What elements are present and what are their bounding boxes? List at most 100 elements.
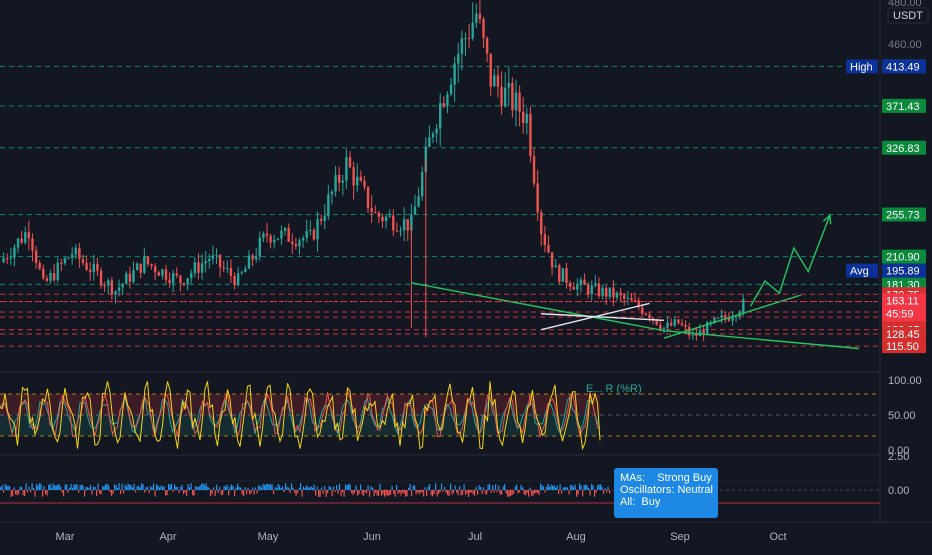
rating-bar [58,484,60,490]
candle-body [143,256,146,273]
candle-body [24,232,27,243]
candle-body [114,291,117,295]
rating-bar [576,490,578,497]
price-level-tag-text: 210.90 [886,252,920,264]
rating-bar [231,484,233,490]
rating-bar [19,486,21,490]
rating-bar [463,484,465,490]
rating-bar [73,484,75,490]
candle-body [117,287,121,292]
rating-bar [310,486,312,490]
candle-body [648,314,651,318]
candle-body [536,183,539,213]
rating-bar [457,490,459,496]
candle-body [561,268,565,282]
rating-bar [268,484,270,490]
rating-bar [60,486,62,490]
drawing-line [541,313,664,322]
rating-bar [490,490,492,493]
badge-value: 195.89 [886,266,920,278]
rating-bar [4,483,6,490]
rating-bar [111,490,113,497]
rating-bar [88,487,90,490]
rating-bar [204,484,206,490]
rating-bar [271,484,273,490]
candle-body [9,257,13,259]
rating-bar [193,490,195,496]
rating-bar [237,483,239,490]
rating-bar [318,490,320,497]
rating-bar [12,490,14,497]
rating-bar [427,486,429,490]
rating-bar [394,490,396,497]
rating-bar [373,490,375,496]
rating-bar [502,486,504,490]
rating-bar [87,487,89,490]
rating-bar [186,490,188,496]
badge-high: High 413.49 [846,59,926,74]
candle-body [370,208,373,213]
rating-bar [81,484,83,490]
price-level-tag: 128.45 [882,326,926,341]
oscillator-line-teal [0,394,601,435]
price-level-tag-text: 115.50 [886,341,919,353]
rating-bar [16,490,18,496]
rating-bar [39,483,41,490]
rating-bar [226,484,228,490]
rating-bar [493,490,495,493]
candle-body [410,214,413,231]
rating-bar [229,486,231,490]
rating-bar [106,483,108,490]
candle-body [514,92,518,111]
rating-bar [414,485,416,490]
rating-bar [525,490,527,496]
rating-bar [102,486,104,490]
candle-body [644,313,648,315]
rating-bar [136,486,138,490]
time-axis-label-jun: Jun [363,531,381,543]
rating-bar [261,487,263,490]
rating-bar [171,483,173,490]
candle-body [558,265,561,282]
rating-bar [154,490,156,497]
rating-bar [409,483,411,490]
candle-body [309,230,312,232]
rating-bar [33,487,35,490]
rating-bar [591,483,593,490]
rating-bar [507,490,509,497]
rating-bar [607,486,609,490]
rating-bar [513,490,515,494]
candle-body [464,38,467,40]
rating-bar [279,485,281,490]
rating-bar [195,486,197,490]
rating-bar [568,490,570,495]
candle-body [525,113,529,124]
candle-body [190,273,193,279]
rating-bar [555,487,557,490]
rating-bar [465,490,467,496]
badge-value: 413.49 [886,61,920,73]
rating-bar [300,483,302,490]
rating-bar [183,490,185,495]
candle-body [42,268,45,279]
candle-body [651,317,655,320]
rating-bar [586,485,588,490]
rating-bar [528,490,530,497]
price-level-tag: 115.50 [882,339,926,354]
rating-bar [541,485,543,490]
rating-bar [78,490,80,493]
rating-bar [574,484,576,490]
candle-body [125,273,128,284]
rating-bar [580,485,582,490]
candle-body [384,216,388,222]
candle-body [186,278,189,285]
rating-bar [298,487,300,490]
rating-bar [36,484,38,490]
rating-bar [393,490,395,494]
rating-bar [504,483,506,490]
rating-bar [388,490,390,496]
all-label: All: [620,496,636,508]
candle-body [359,176,363,181]
